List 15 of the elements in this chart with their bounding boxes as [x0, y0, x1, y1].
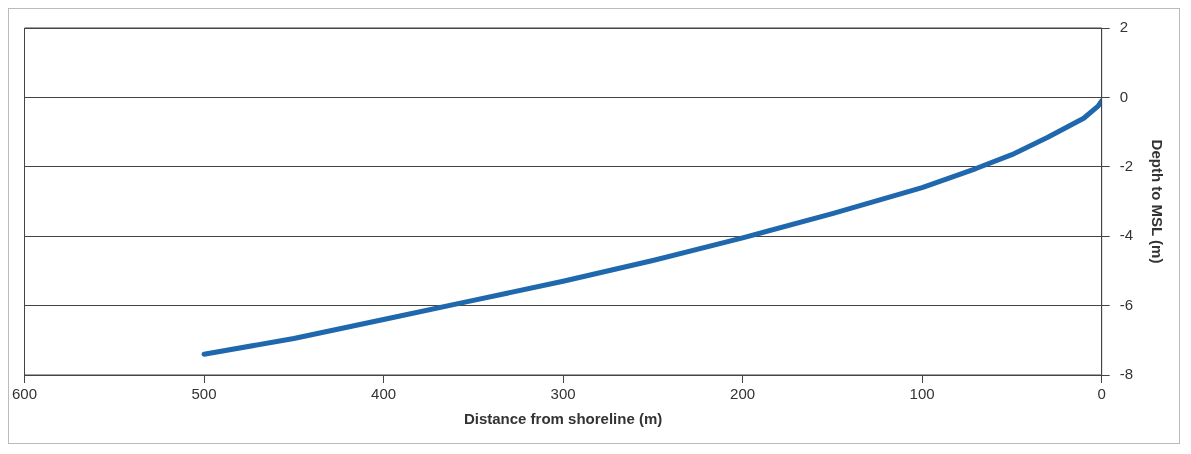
y-tick-label: -2	[1119, 156, 1134, 174]
y-tick-label: 2	[1119, 18, 1129, 36]
x-tick-label: 0	[1097, 385, 1106, 403]
x-tick-label: 200	[730, 385, 756, 403]
x-tick-label: 500	[191, 385, 217, 403]
y-tick-label: -6	[1119, 295, 1134, 313]
y-tick-label: -4	[1119, 226, 1134, 244]
x-tick-label: 600	[12, 385, 38, 403]
y-tick-label: -8	[1119, 365, 1134, 383]
x-tick-label: 400	[371, 385, 397, 403]
x-tick-label: 100	[909, 385, 935, 403]
y-axis-title: Depth to MSL (m)	[1148, 139, 1166, 264]
x-tick-label: 300	[550, 385, 576, 403]
x-axis-title: Distance from shoreline (m)	[463, 410, 663, 428]
y-tick-label: 0	[1119, 87, 1129, 105]
